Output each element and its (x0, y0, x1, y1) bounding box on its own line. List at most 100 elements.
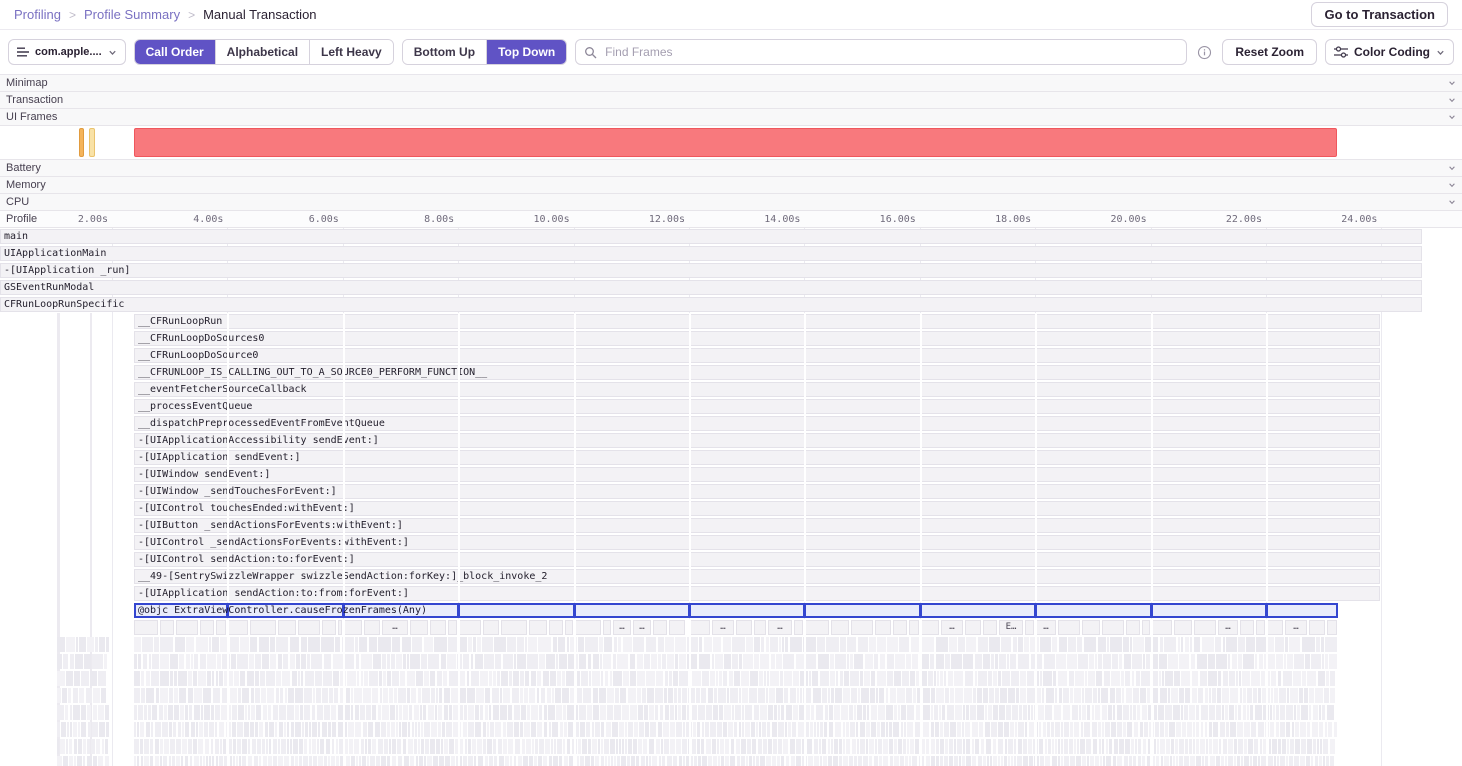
flame-frame-small[interactable] (1002, 671, 1010, 686)
flame-frame[interactable]: main (0, 229, 1422, 244)
flame-frame-small[interactable] (655, 705, 658, 720)
flame-frame-small[interactable] (1256, 637, 1266, 652)
flame-frame-small[interactable] (1053, 671, 1056, 686)
flame-frame-small[interactable] (354, 688, 362, 703)
flame-frame-small[interactable] (410, 654, 420, 669)
flame-frame-small[interactable] (438, 722, 441, 737)
flame-frame-small[interactable] (163, 756, 167, 766)
flame-frame-small[interactable] (1093, 688, 1097, 703)
flame-frame-small[interactable] (721, 756, 724, 766)
flame-frame-small[interactable] (732, 654, 738, 669)
flame-frame-small[interactable] (1018, 722, 1024, 737)
flame-frame-small[interactable] (1125, 671, 1130, 686)
flame-frame-small[interactable] (812, 671, 818, 686)
flame-frame-small[interactable] (771, 654, 775, 669)
flame-frame-small[interactable] (318, 756, 323, 766)
flame-frame-small[interactable] (736, 739, 740, 754)
flame-frame-small[interactable] (751, 722, 755, 737)
flame-frame-small[interactable] (538, 637, 551, 652)
flame-frame-small[interactable] (829, 722, 833, 737)
flame-frame-small[interactable] (219, 722, 224, 737)
flame-frame-small[interactable] (679, 756, 682, 766)
flame-frame-small[interactable] (1259, 654, 1263, 669)
flame-frame-small[interactable] (620, 688, 626, 703)
flame-frame-small[interactable] (847, 654, 849, 669)
reset-zoom-button[interactable]: Reset Zoom (1222, 39, 1318, 65)
flame-frame-small[interactable] (870, 688, 875, 703)
flame-frame-small[interactable] (835, 722, 841, 737)
flame-frame-small[interactable] (1209, 722, 1212, 737)
flame-frame-small[interactable] (140, 722, 144, 737)
flame-frame-small[interactable] (1130, 705, 1132, 720)
flame-frame-small[interactable] (1080, 739, 1085, 754)
flame-frame-small[interactable] (731, 739, 734, 754)
flame-frame-small[interactable] (396, 654, 402, 669)
flame-frame-small[interactable] (662, 756, 665, 766)
flame-frame-small[interactable] (468, 637, 472, 652)
flame-frame-small[interactable] (577, 688, 582, 703)
flame-frame-small[interactable] (248, 705, 250, 720)
flame-frame-small[interactable] (1319, 705, 1321, 720)
flame-frame-small[interactable] (1095, 756, 1099, 766)
flame-frame-small[interactable] (1267, 671, 1270, 686)
flame-frame-small[interactable] (1270, 722, 1274, 737)
flame-frame-small[interactable] (539, 654, 545, 669)
flame-frame-small[interactable] (667, 654, 674, 669)
flame-frame-small[interactable] (1010, 654, 1016, 669)
flame-frame-small[interactable] (515, 739, 520, 754)
flame-frame-small[interactable] (322, 688, 328, 703)
flame-frame-small[interactable] (407, 688, 410, 703)
flame-frame-small[interactable] (667, 756, 672, 766)
flame-frame-small[interactable] (1273, 705, 1275, 720)
flame-frame-small[interactable] (351, 688, 353, 703)
flame-frame-small[interactable] (847, 637, 856, 652)
flame-frame-small[interactable] (576, 654, 578, 669)
flame-frame-small[interactable] (1005, 739, 1007, 754)
flame-frame-small[interactable] (1135, 739, 1137, 754)
flame-frame-small[interactable] (527, 705, 530, 720)
flame-frame-small[interactable] (1292, 722, 1294, 737)
flame-frame[interactable]: -[UIButton _sendActionsForEvents:withEve… (134, 518, 1380, 533)
direction-bottom-up[interactable]: Bottom Up (402, 40, 488, 64)
flame-frame-small[interactable] (817, 637, 825, 652)
flame-frame-small[interactable] (1025, 722, 1027, 737)
flame-frame-small[interactable] (295, 722, 301, 737)
flame-frame-small[interactable] (1074, 739, 1076, 754)
flame-frame-small[interactable] (605, 756, 607, 766)
flame-frame-small[interactable] (315, 671, 322, 686)
flame-frame-small[interactable] (878, 705, 885, 720)
flame-frame-small[interactable] (1217, 688, 1221, 703)
flame-frame-small[interactable] (554, 739, 556, 754)
flame-frame-small[interactable] (692, 739, 696, 754)
flame-frame-small[interactable] (1063, 705, 1070, 720)
flame-frame-small[interactable] (718, 688, 726, 703)
flame-frame-small[interactable] (1251, 671, 1260, 686)
flame-frame-small[interactable] (1119, 654, 1122, 669)
flame-frame-small[interactable] (1121, 671, 1124, 686)
flame-frame-small[interactable] (601, 722, 604, 737)
flame-frame-small[interactable] (101, 688, 106, 703)
flame-frame-small[interactable] (828, 756, 832, 766)
flame-frame-small[interactable] (768, 705, 773, 720)
flame-frame-small[interactable] (622, 705, 629, 720)
flame-frame-small[interactable] (453, 722, 458, 737)
flame-frame-small[interactable] (742, 688, 748, 703)
flame-frame-small[interactable] (1287, 688, 1289, 703)
flame-frame-small[interactable] (802, 739, 805, 754)
flame-frame-small[interactable] (525, 671, 529, 686)
flame-frame-small[interactable] (232, 705, 237, 720)
flame-frame-small[interactable] (69, 756, 73, 766)
flame-frame-small[interactable] (628, 739, 632, 754)
flame-frame-small[interactable] (73, 705, 80, 720)
flame-frame-small[interactable] (712, 654, 714, 669)
flame-frame-small[interactable] (687, 637, 698, 652)
flame-frame-small[interactable] (970, 705, 976, 720)
flame-frame-small[interactable] (367, 756, 369, 766)
flame-frame-small[interactable] (1329, 654, 1337, 669)
flame-frame-small[interactable] (144, 705, 147, 720)
flame-frame-small[interactable] (414, 705, 419, 720)
flame-frame-small[interactable] (1106, 756, 1111, 766)
flame-frame-small[interactable] (1174, 671, 1180, 686)
flame-frame-small[interactable] (211, 705, 214, 720)
flame-frame-small[interactable] (601, 671, 603, 686)
